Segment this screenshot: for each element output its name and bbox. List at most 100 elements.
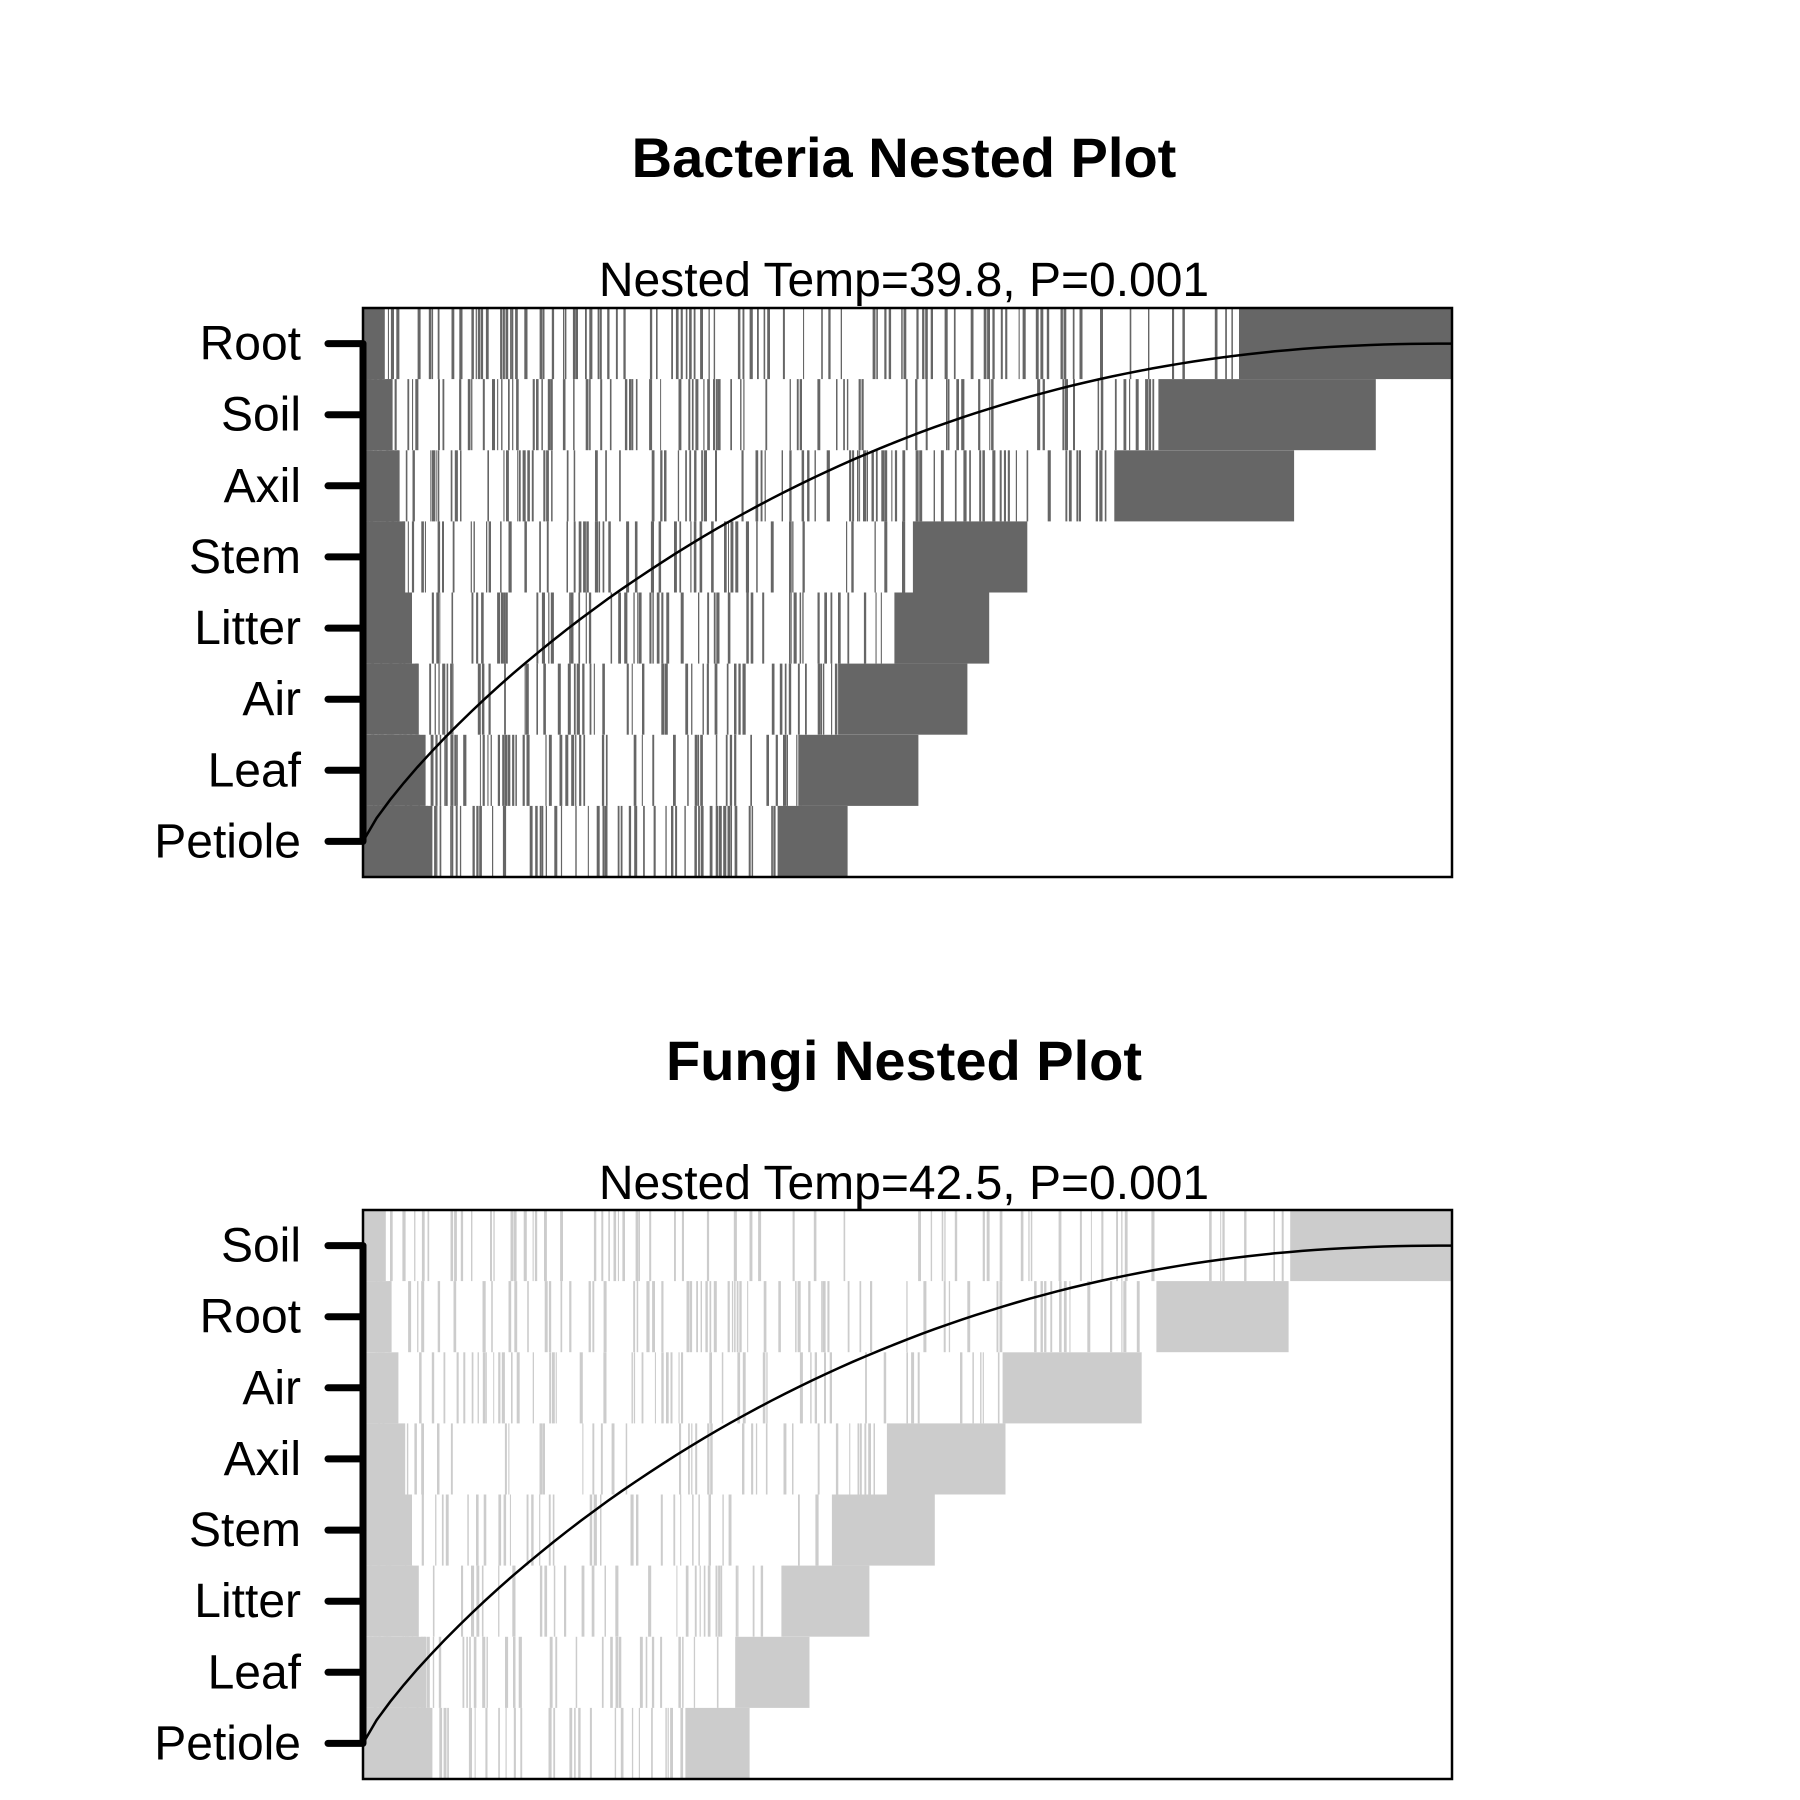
bacteria-cell [430,734,434,806]
bacteria-cell [415,663,419,735]
bacteria-row-block-air [838,663,968,735]
fungi-cell [373,1636,377,1708]
bacteria-cell [978,379,981,451]
bacteria-cell [385,450,389,522]
bacteria-cell [690,521,692,593]
fungi-cell [431,1352,435,1424]
bacteria-cell [756,521,758,593]
bacteria-cell [539,521,541,593]
fungi-cell [685,1565,689,1637]
bacteria-cell [1003,450,1006,522]
bacteria-cell [697,734,700,806]
fungi-cell [1040,1281,1043,1353]
bacteria-cell [391,450,395,522]
bacteria-cell [601,734,605,806]
fungi-row-leftblock-stem [363,1494,412,1566]
fungi-cell [972,1352,974,1424]
fungi-cell [665,1707,667,1779]
bacteria-cell [470,521,472,593]
bacteria-cell [675,308,679,380]
bacteria-cell [634,805,638,877]
bacteria-cell [963,450,967,522]
bacteria-cell [619,450,621,522]
bacteria-row-block-stem [912,521,1028,593]
fungi-cell [795,1281,797,1353]
fungi-cell [713,1281,717,1353]
bacteria-cell [439,734,442,806]
bacteria-cell [749,308,753,380]
fungi-cell [982,1210,985,1282]
bacteria-cell [675,805,678,877]
fungi-cell [817,1423,820,1495]
fungi-cell [569,1281,572,1353]
bacteria-cell [1073,379,1075,451]
bacteria-cell [512,734,515,806]
bacteria-cell [1148,379,1152,451]
bacteria-cell [386,379,389,451]
fungi-cell [652,1281,655,1353]
bacteria-cell [539,308,543,380]
bacteria-cell [371,308,374,380]
bacteria-cell [702,663,704,735]
fungi-cell [631,1707,634,1779]
fungi-cell [923,1281,927,1353]
bacteria-cell [1063,308,1067,380]
bacteria-cell [664,663,668,735]
fungi-cell [467,1494,469,1566]
bacteria-row-label-root: Root [200,318,301,371]
fungi-cell [513,1707,516,1779]
fungi-cell [660,1494,663,1566]
fungi-cell [1121,1281,1123,1353]
bacteria-cell [1078,450,1081,522]
bacteria-cell [439,592,441,664]
fungi-cell [648,1565,652,1637]
fungi-row-label-air: Air [242,1362,301,1415]
bacteria-cell [901,308,903,380]
bacteria-cell [915,450,919,522]
fungi-cell [873,1423,875,1495]
bacteria-cell [459,805,462,877]
bacteria-cell [1007,450,1010,522]
fungi-cell [676,1565,678,1637]
bacteria-cell [615,308,618,380]
bacteria-cell [649,592,652,664]
bacteria-cell [536,663,538,735]
bacteria-cell [444,734,446,806]
bacteria-cell [437,450,440,522]
fungi-cell [569,1707,573,1779]
bacteria-cell [602,521,605,593]
bacteria-cell [653,805,656,877]
bacteria-cell [524,521,527,593]
bacteria-cell [626,521,630,593]
fungi-cell [651,1636,655,1708]
bacteria-cell [891,450,893,522]
bacteria-cell [713,308,716,380]
fungi-cell [614,1707,617,1779]
bacteria-cell [1026,450,1029,522]
bacteria-cell [418,734,420,806]
fungi-cell [661,1281,664,1353]
bacteria-cell [796,379,799,451]
bacteria-cell [510,308,512,380]
bacteria-cell [947,379,950,451]
fungi-cell [857,1423,859,1495]
fungi-cell [385,1565,388,1637]
bacteria-cell [680,308,683,380]
bacteria-cell [698,592,700,664]
bacteria-cell [480,308,484,380]
fungi-cell [765,1423,768,1495]
fungi-cell [808,1281,811,1353]
bacteria-cell [598,521,601,593]
bacteria-cell [799,592,802,664]
fungi-row-leftblock-axil [363,1423,406,1495]
bacteria-cell [450,805,452,877]
bacteria-cell [802,592,804,664]
fungi-cell [460,1210,464,1282]
bacteria-cell [542,308,545,380]
bacteria-cell [624,379,628,451]
bacteria-cell [501,379,503,451]
bacteria-cell [379,379,382,451]
bacteria-cell [1060,308,1063,380]
bacteria-cell [371,663,374,735]
fungi-row-label-axil: Axil [224,1433,301,1486]
